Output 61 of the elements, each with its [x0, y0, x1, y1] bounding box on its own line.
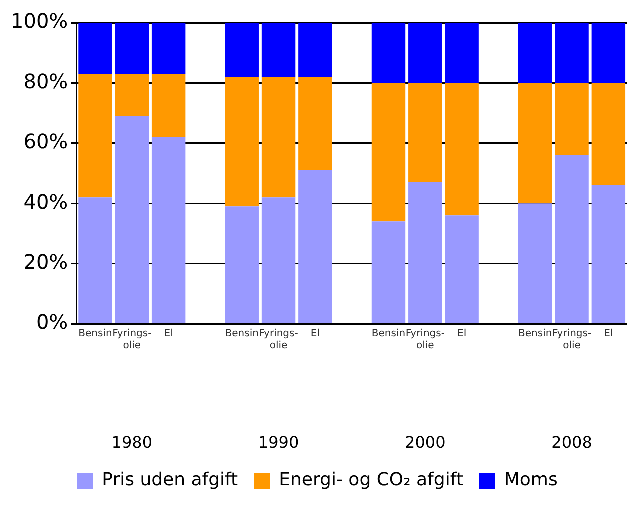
y-tick-label: 60%	[24, 130, 68, 154]
bar	[262, 77, 296, 198]
bar	[555, 23, 589, 84]
bar	[408, 23, 442, 84]
bar	[298, 170, 332, 324]
bar	[152, 137, 186, 324]
x-tick-label: Fyrings- olie	[259, 328, 299, 352]
text: 1980	[112, 433, 153, 452]
text: 2008	[552, 433, 592, 452]
bar	[78, 198, 112, 324]
bar	[518, 83, 552, 204]
bar	[592, 23, 626, 84]
legend-label: Moms	[504, 470, 558, 491]
y-tick-label: 0%	[36, 310, 68, 334]
bar	[225, 23, 259, 78]
text: 2000	[405, 433, 446, 452]
y-tick-label: 20%	[24, 250, 68, 274]
y-tick-label: 80%	[24, 69, 68, 94]
bar	[518, 204, 552, 324]
text: 1990	[258, 433, 300, 452]
bar	[262, 23, 296, 78]
bar	[152, 23, 186, 74]
bar	[518, 23, 552, 84]
bar	[115, 23, 150, 74]
bar	[408, 83, 442, 183]
legend-label: Pris uden afgift	[102, 470, 238, 491]
x-tick-label: El	[310, 328, 320, 340]
bar	[408, 182, 442, 324]
x-tick-label: Bensin	[225, 328, 259, 340]
x-tick-label: El	[164, 328, 174, 340]
bar	[445, 83, 479, 216]
bar	[115, 116, 150, 324]
bar	[298, 23, 332, 78]
x-tick-label: Fyrings- olie	[112, 328, 152, 352]
x-tick-label: Bensin	[78, 328, 112, 340]
bar	[78, 23, 112, 74]
x-tick-label: Bensin	[518, 328, 552, 340]
legend-label: Energi- og CO₂ afgift	[279, 470, 464, 491]
y-tick-label: 40%	[24, 190, 68, 214]
bar	[592, 186, 626, 324]
bar	[372, 222, 406, 324]
bar	[78, 74, 112, 198]
bar	[152, 74, 186, 138]
x-tick-label: El	[604, 328, 614, 340]
bar	[592, 83, 626, 186]
bar	[555, 155, 589, 324]
bar	[445, 216, 479, 324]
bar	[372, 83, 406, 222]
bar	[555, 83, 589, 156]
bar	[225, 206, 259, 324]
x-tick-label: El	[458, 328, 467, 340]
bar	[445, 23, 479, 84]
x-tick-label: Fyrings- olie	[406, 328, 446, 352]
bar	[298, 77, 332, 170]
bar	[262, 198, 296, 324]
y-tick-label: 100%	[10, 9, 68, 34]
x-tick-label: Fyrings- olie	[552, 328, 592, 352]
bar	[115, 74, 150, 116]
bar	[225, 77, 259, 207]
bar	[372, 23, 406, 84]
x-tick-label: Bensin	[372, 328, 406, 340]
